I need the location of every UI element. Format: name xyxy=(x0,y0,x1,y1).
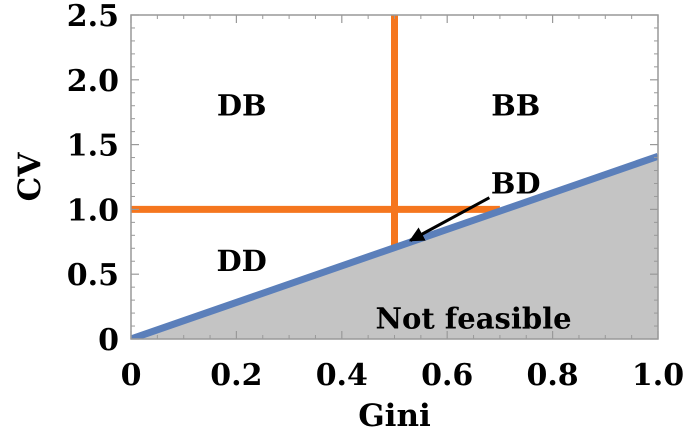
region-label-not-feasible: Not feasible xyxy=(375,301,571,335)
y-tick-label: 1.5 xyxy=(67,129,119,164)
plot-area xyxy=(131,15,658,339)
region-label-dd: DD xyxy=(217,244,267,278)
chart-labels: DB BB BD DD Not feasible xyxy=(217,89,572,336)
region-label-bd: BD xyxy=(491,166,541,200)
y-tick-label: 1.0 xyxy=(67,193,119,228)
y-tick-label: 0.5 xyxy=(67,258,119,293)
y-tick-label: 2.5 xyxy=(67,0,119,34)
x-tick-label: 0.8 xyxy=(526,358,578,393)
x-tick-label: 0.4 xyxy=(316,358,368,393)
x-tick-label: 0 xyxy=(121,358,142,393)
region-label-db: DB xyxy=(217,89,267,123)
feasibility-boundary-line xyxy=(131,152,658,339)
annotation-arrow xyxy=(408,196,491,242)
x-axis-title: Gini xyxy=(358,398,431,434)
region-label-bb: BB xyxy=(491,89,540,123)
x-tick-label: 0.2 xyxy=(210,358,262,393)
y-tick-label: 0 xyxy=(98,323,119,358)
y-axis-title: CV xyxy=(12,152,48,202)
y-tick-label: 2.0 xyxy=(67,64,119,99)
axis-ticks: 0 0.2 0.4 0.6 0.8 1.0 0 0.5 1.0 1.5 2.0 2.5 xyxy=(67,0,684,393)
x-tick-label: 1.0 xyxy=(632,358,684,393)
x-tick-label: 0.6 xyxy=(421,358,473,393)
